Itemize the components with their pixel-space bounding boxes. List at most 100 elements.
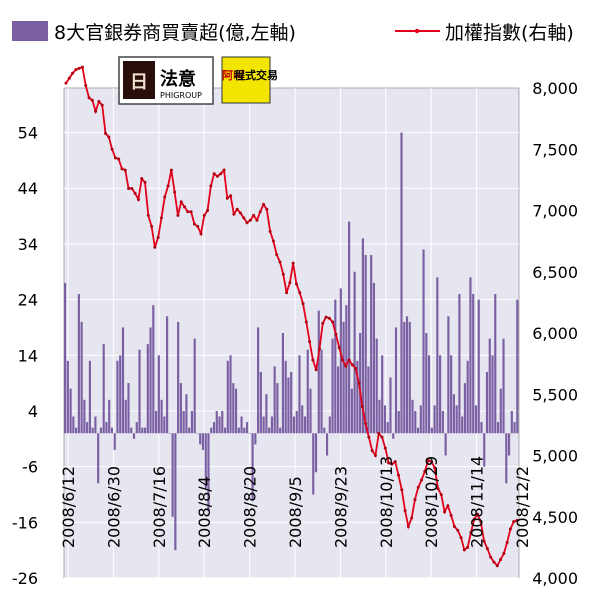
index-point [462, 548, 466, 552]
bar [400, 132, 403, 434]
index-point [248, 218, 252, 222]
index-point [321, 321, 325, 325]
bar [221, 410, 224, 434]
bar [248, 433, 251, 434]
index-point [90, 98, 94, 102]
bar [292, 416, 296, 434]
bar [138, 349, 141, 434]
index-point [265, 207, 269, 211]
legend-line-marker [414, 28, 420, 34]
bar [301, 405, 304, 434]
index-point [110, 147, 114, 151]
index-point [298, 291, 302, 295]
legend-line-label: 加權指數(右軸) [445, 22, 574, 44]
index-point [97, 99, 101, 103]
bar [196, 433, 199, 434]
index-point [179, 200, 183, 204]
bar [430, 427, 433, 434]
bar [474, 405, 478, 434]
bar [80, 321, 83, 434]
left-tick-label: 24 [18, 291, 38, 310]
index-point [229, 194, 233, 198]
x-tick-label: 2008/9/5 [286, 476, 305, 548]
index-point [71, 71, 75, 75]
index-point [446, 504, 450, 508]
bar [83, 399, 86, 434]
index-point [350, 363, 354, 367]
index-point [452, 525, 456, 529]
index-point [232, 212, 236, 216]
bar [405, 316, 409, 434]
bar [97, 433, 100, 484]
bar [403, 321, 406, 434]
index-point [495, 564, 499, 568]
bar [284, 360, 287, 434]
left-tick-label: 54 [18, 124, 38, 143]
x-tick-label: 2008/11/14 [468, 456, 487, 548]
index-point [443, 510, 447, 514]
index-point [485, 547, 489, 551]
index-point [271, 239, 275, 243]
index-point [357, 381, 361, 385]
index-point [311, 358, 315, 362]
bar [149, 327, 152, 434]
bar [94, 416, 97, 434]
legend-bar-swatch [12, 21, 48, 41]
index-point [143, 180, 147, 184]
index-point [74, 68, 78, 72]
bar [210, 427, 213, 434]
index-point [472, 517, 476, 521]
bar [113, 433, 116, 450]
bar [364, 255, 367, 434]
bar [257, 327, 260, 434]
bar [243, 427, 246, 434]
bar [317, 310, 320, 434]
bar [298, 355, 301, 434]
x-axis-ticks: 2008/6/12 2008/6/30 2008/7/16 2008/8/4 2008/… [59, 456, 532, 548]
index-point [199, 232, 203, 236]
bar [204, 433, 207, 489]
bar [146, 344, 149, 434]
index-point [215, 174, 219, 178]
bar [166, 316, 169, 434]
bar [419, 405, 422, 434]
index-point [176, 213, 180, 217]
index-point [127, 186, 131, 190]
index-point [67, 76, 71, 80]
bar [99, 427, 103, 434]
index-point [120, 167, 124, 171]
index-point [317, 347, 321, 351]
index-point [433, 466, 437, 470]
badge-left-text: 阿叫 [222, 68, 244, 82]
bar [455, 405, 458, 434]
bar [463, 383, 467, 434]
x-tick-label: 2008/10/29 [422, 456, 441, 548]
badge-box [221, 56, 271, 104]
index-point [327, 316, 331, 320]
bar [452, 394, 455, 434]
bar [466, 360, 469, 434]
bar [226, 360, 229, 434]
bar [279, 427, 282, 434]
bar [281, 333, 285, 434]
index-point [489, 555, 493, 559]
bar [397, 410, 400, 434]
bar [268, 427, 271, 434]
index-point [166, 184, 170, 188]
bar [472, 294, 475, 434]
index-point [301, 302, 305, 306]
left-tick-label: 34 [18, 235, 38, 254]
bar [218, 416, 221, 434]
bar [483, 433, 486, 467]
bar [408, 321, 411, 434]
bar [91, 427, 94, 434]
index-point [354, 367, 358, 371]
bar [86, 422, 89, 434]
index-point [268, 229, 272, 233]
bar [124, 399, 127, 434]
index-point [94, 109, 98, 113]
index-point [84, 84, 88, 88]
bar [265, 394, 268, 434]
index-point [136, 197, 140, 201]
